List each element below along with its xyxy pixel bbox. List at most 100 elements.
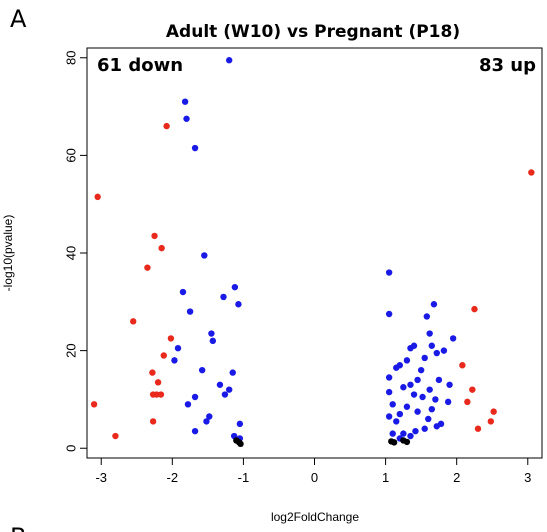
- blue-point: [385, 374, 393, 381]
- blue-point: [385, 310, 393, 318]
- red-point: [167, 335, 175, 342]
- blue-point: [400, 430, 407, 437]
- red-point: [490, 408, 497, 415]
- blue-point: [191, 393, 199, 401]
- blue-point: [410, 391, 418, 398]
- x-tick-label: 0: [311, 470, 318, 485]
- blue-point: [220, 293, 227, 301]
- y-axis: 0 20 40 60 80: [64, 51, 88, 452]
- blue-point: [191, 427, 199, 435]
- red-point: [144, 264, 151, 271]
- blue-point: [423, 313, 431, 320]
- blue-point: [389, 401, 396, 408]
- red-point: [157, 391, 165, 398]
- blue-point: [389, 430, 396, 437]
- blue-point: [385, 269, 393, 276]
- blue-point: [421, 425, 428, 432]
- red-point: [149, 369, 156, 376]
- blue-point: [400, 384, 407, 391]
- red-point: [149, 418, 157, 425]
- blue-point: [417, 366, 425, 374]
- blue-point: [198, 366, 206, 374]
- blue-point: [225, 57, 233, 64]
- red-point: [130, 318, 137, 325]
- blue-point: [407, 344, 414, 352]
- red-point: [90, 401, 98, 408]
- red-point: [459, 362, 466, 369]
- blue-point: [229, 369, 236, 376]
- blue-point: [433, 349, 440, 357]
- blue-point: [435, 376, 443, 384]
- x-axis: -3 -2 -1 0 1 2 3: [95, 457, 531, 485]
- blue-point: [440, 347, 448, 354]
- red-point: [151, 232, 158, 240]
- blue-point: [186, 308, 194, 315]
- blue-point: [426, 386, 433, 393]
- blue-point: [396, 410, 404, 418]
- blue-point: [393, 418, 400, 425]
- y-tick-label: 40: [64, 246, 79, 260]
- blue-point: [191, 144, 199, 152]
- red-point: [528, 169, 535, 176]
- x-tick-label: -3: [95, 470, 107, 485]
- x-axis-label: log2FoldChange: [271, 510, 359, 524]
- blue-point: [449, 335, 457, 342]
- blue-point: [236, 420, 244, 428]
- next-panel-label: B: [10, 523, 26, 532]
- black-point: [390, 439, 398, 446]
- blue-point: [179, 288, 187, 296]
- blue-point: [407, 432, 414, 440]
- x-tick-label: -2: [167, 470, 179, 485]
- blue-point: [225, 386, 233, 393]
- up-count-annotation: 83 up: [479, 55, 536, 76]
- black-point: [403, 438, 411, 446]
- red-point: [94, 193, 101, 201]
- y-tick-label: 60: [64, 148, 79, 162]
- x-tick-label: -1: [238, 470, 250, 485]
- blue-point: [221, 391, 229, 398]
- blue-point: [403, 403, 411, 410]
- blue-point: [414, 408, 421, 415]
- blue-point: [216, 381, 224, 388]
- blue-point: [235, 301, 242, 308]
- blue-point: [444, 398, 452, 406]
- blue-point: [419, 393, 426, 401]
- blue-point: [209, 337, 217, 345]
- blue-point: [428, 405, 436, 413]
- blue-point: [412, 427, 419, 435]
- x-tick-label: 1: [382, 470, 389, 485]
- panel-label: A: [10, 5, 27, 33]
- blue-point: [425, 415, 432, 423]
- red-point: [160, 352, 167, 359]
- blue-point: [407, 381, 414, 388]
- blue-point: [446, 381, 453, 388]
- blue-point: [426, 330, 433, 337]
- blue-point: [393, 364, 400, 371]
- red-point: [163, 122, 170, 130]
- data-points: [90, 57, 535, 448]
- blue-point: [184, 401, 192, 408]
- blue-point: [174, 344, 182, 352]
- blue-point: [414, 376, 421, 384]
- blue-point: [421, 354, 428, 362]
- blue-point: [181, 98, 189, 105]
- x-tick-label: 2: [453, 470, 460, 485]
- y-tick-label: 80: [64, 51, 79, 65]
- blue-point: [201, 252, 208, 259]
- blue-point: [385, 413, 393, 420]
- red-point: [464, 398, 471, 406]
- blue-point: [208, 330, 215, 337]
- blue-point: [403, 357, 411, 364]
- red-point: [487, 418, 495, 425]
- blue-point: [430, 301, 438, 308]
- black-point: [237, 440, 244, 448]
- red-point: [469, 386, 476, 393]
- blue-point: [171, 357, 178, 364]
- red-point: [112, 432, 119, 440]
- blue-point: [206, 413, 213, 420]
- blue-point: [183, 115, 190, 122]
- blue-point: [428, 342, 436, 349]
- x-tick-label: 3: [524, 470, 531, 485]
- blue-point: [203, 418, 210, 425]
- chart-title: Adult (W10) vs Pregnant (P18): [166, 22, 460, 42]
